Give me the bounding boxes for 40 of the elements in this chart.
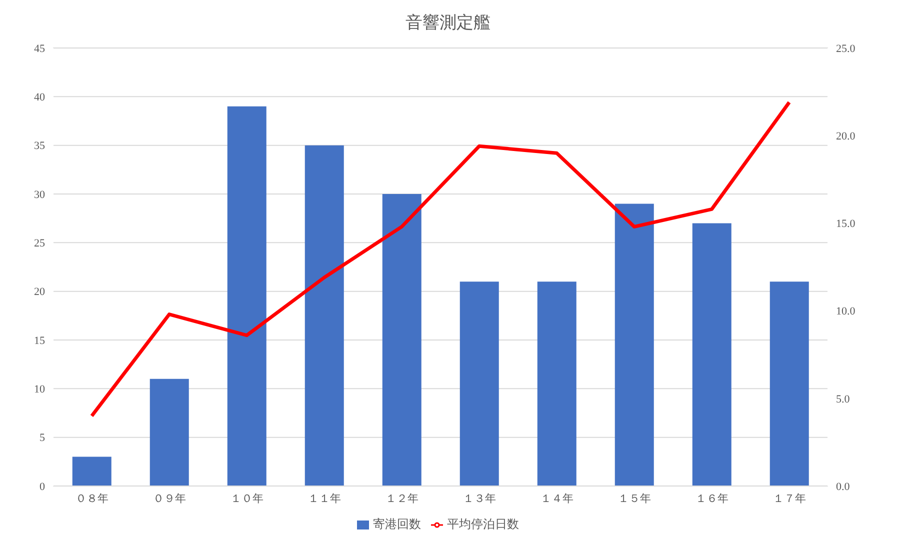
y-tick-label: 25	[34, 238, 46, 250]
x-tick-label: ０９年	[152, 492, 186, 505]
x-tick-label: １６年	[695, 492, 728, 505]
x-tick-label: １４年	[540, 492, 574, 505]
y-tick-label: 0	[40, 480, 46, 493]
bar	[537, 282, 576, 486]
y-tick-label: 45	[34, 42, 46, 55]
y2-tick-label: 20.0	[836, 130, 856, 143]
y2-tick-label: 5.0	[836, 393, 850, 406]
y2-tick-label: 25.0	[836, 42, 856, 55]
y2-tick-label: 0.0	[836, 480, 850, 493]
y-tick-label: 20	[34, 286, 46, 298]
x-tick-label: １０年	[230, 492, 264, 505]
y-tick-label: 10	[34, 384, 46, 396]
legend-label: 寄港回数	[373, 517, 421, 531]
legend-label: 平均停泊日数	[447, 517, 519, 531]
y-tick-label: 15	[34, 334, 46, 347]
x-tick-label: １２年	[385, 492, 418, 505]
x-tick-label: １５年	[618, 492, 651, 505]
bar	[227, 106, 266, 486]
bar	[150, 378, 189, 486]
y-tick-label: 40	[34, 92, 46, 104]
bar	[460, 282, 499, 486]
x-tick-label: １１年	[308, 492, 341, 505]
x-tick-label: １３年	[462, 492, 496, 505]
bar	[770, 282, 809, 486]
bar	[304, 145, 344, 486]
y2-tick-label: 10.0	[836, 306, 856, 318]
y2-tick-label: 15.0	[836, 218, 856, 230]
bar	[614, 204, 654, 486]
y-tick-label: 5	[40, 432, 46, 444]
y-tick-label: 30	[34, 188, 46, 201]
y-tick-label: 35	[34, 140, 46, 152]
bar	[692, 223, 732, 486]
line-series	[90, 100, 791, 418]
x-tick-label: １７年	[772, 492, 806, 505]
bar	[382, 194, 422, 486]
bar	[72, 456, 112, 486]
x-tick-label: ０８年	[75, 492, 108, 505]
chart-title: 音響測定艦	[404, 12, 492, 34]
